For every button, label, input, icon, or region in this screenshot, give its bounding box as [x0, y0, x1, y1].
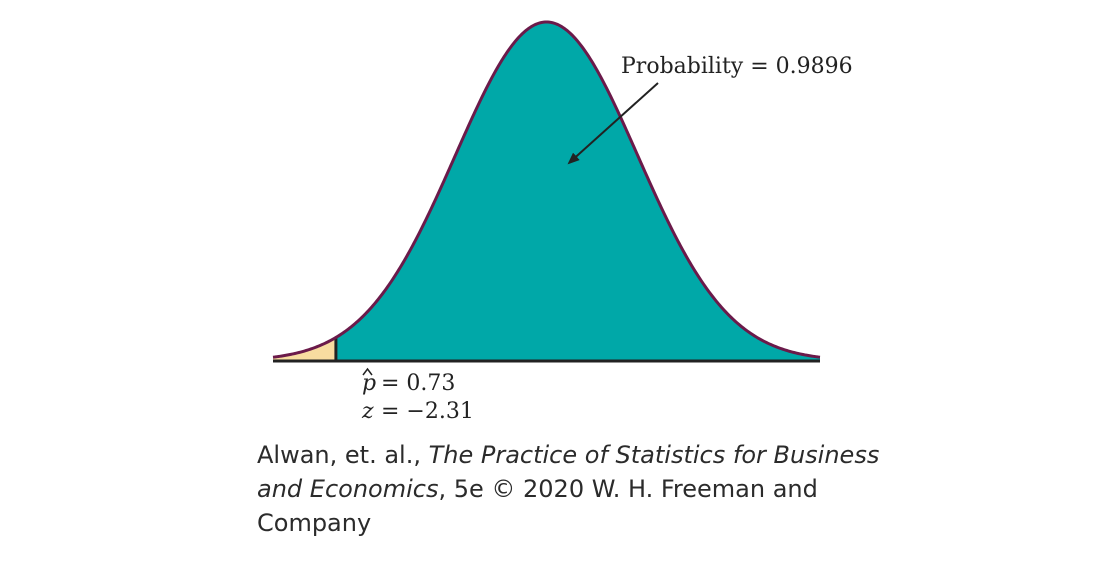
- z-symbol: z: [361, 399, 374, 424]
- caption-book-title-cont: and Economics: [257, 475, 439, 503]
- z-value: = −2.31: [381, 399, 474, 424]
- hat-accent: [362, 367, 373, 376]
- probability-label: Probability = 0.9896: [621, 54, 853, 79]
- z-label: z = −2.31: [361, 399, 474, 424]
- caption-line-1: Alwan, et. al., The Practice of Statisti…: [257, 438, 897, 472]
- probability-region: [335, 22, 820, 361]
- normal-curve-chart: Probability = 0.9896 p = 0.73 z = −2.31: [272, 20, 853, 424]
- source-caption: Alwan, et. al., The Practice of Statisti…: [257, 438, 897, 540]
- caption-line-2: and Economics, 5e © 2020 W. H. Freeman a…: [257, 472, 897, 506]
- p-hat-value: = 0.73: [381, 371, 455, 396]
- probability-arrow: [567, 82, 659, 165]
- p-hat-label: p = 0.73: [362, 367, 455, 396]
- caption-line-3: Company: [257, 509, 372, 537]
- normal-curve-line: [272, 20, 821, 359]
- p-hat-symbol: p: [362, 371, 376, 396]
- caption-authors: Alwan, et. al.,: [257, 441, 429, 469]
- caption-book-title: The Practice of Statistics for Business: [428, 441, 880, 469]
- caption-edition: , 5e © 2020 W. H. Freeman and: [438, 475, 818, 503]
